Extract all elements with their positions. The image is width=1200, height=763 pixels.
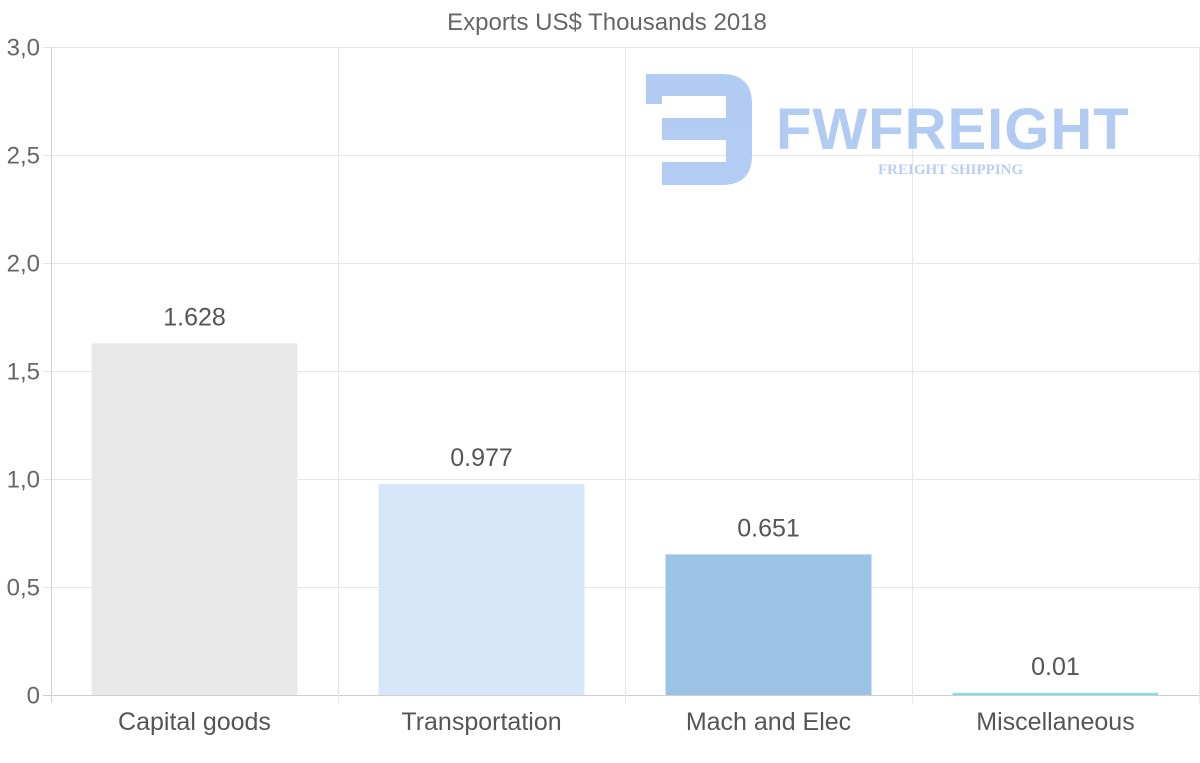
bar-miscellaneous[interactable]: [952, 692, 1159, 695]
x-tick-label: Mach and Elec: [686, 708, 851, 736]
chart-title: Exports US$ Thousands 2018: [447, 9, 767, 36]
y-tick-label: 0,5: [7, 575, 40, 602]
y-tick-label: 0: [27, 683, 40, 710]
bar-capital-goods[interactable]: [91, 343, 298, 695]
x-tick-label: Transportation: [401, 708, 561, 736]
bar-mach-and-elec[interactable]: [665, 554, 872, 695]
data-labels: 1.628 0.977 0.651 0.01: [163, 303, 1080, 680]
y-tick-label: 2,0: [7, 251, 40, 278]
fwfreight-logo-icon: [646, 74, 752, 185]
watermark-brand-name: FWFREIGHT: [776, 97, 1130, 162]
x-tick-label: Capital goods: [118, 708, 271, 736]
y-axis-ticks: 0 0,5 1,0 1,5 2,0 2,5 3,0: [7, 35, 40, 710]
data-label: 0.651: [737, 514, 800, 542]
data-label: 1.628: [163, 303, 226, 331]
data-label: 0.01: [1031, 653, 1080, 681]
fwfreight-logo-watermark: FWFREIGHT FREIGHT SHIPPING: [646, 74, 1130, 185]
x-tick-label: Miscellaneous: [976, 708, 1134, 736]
y-tick-label: 1,5: [7, 359, 40, 386]
bar-transportation[interactable]: [378, 483, 585, 695]
x-axis-ticks: Capital goods Transportation Mach and Elec…: [118, 708, 1135, 736]
bars: [91, 343, 1159, 695]
y-tick-label: 2,5: [7, 143, 40, 170]
y-tick-label: 3,0: [7, 35, 40, 62]
y-tick-label: 1,0: [7, 467, 40, 494]
watermark-tagline: FREIGHT SHIPPING: [878, 162, 1023, 178]
data-label: 0.977: [450, 444, 513, 472]
